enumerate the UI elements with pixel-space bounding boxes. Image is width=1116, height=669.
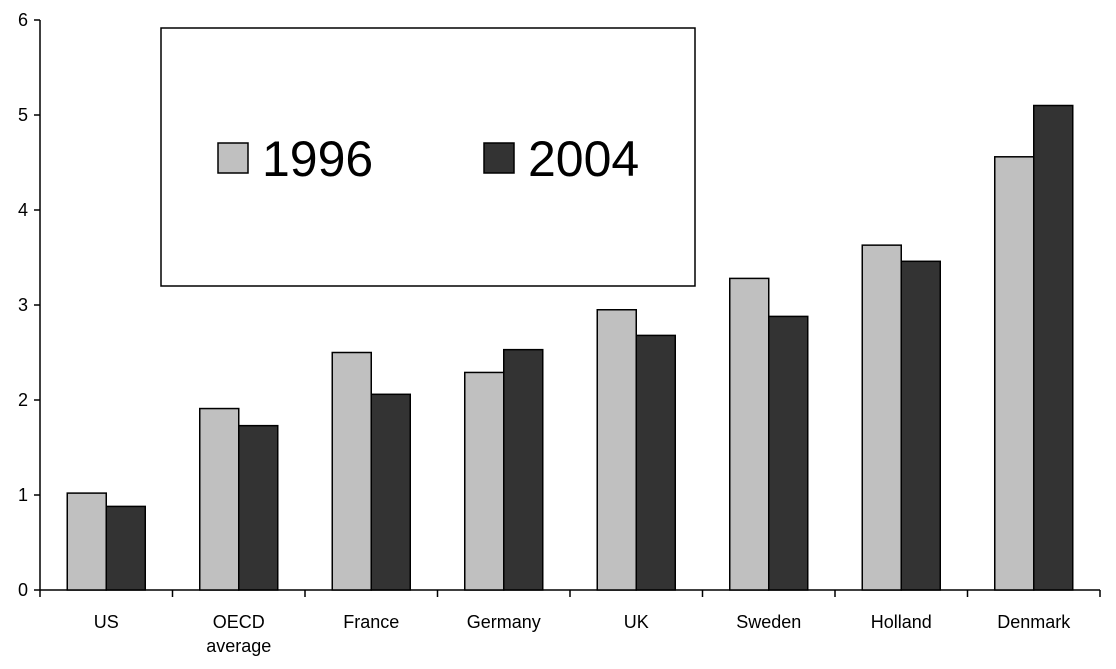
bar-2004 <box>1033 104 1074 591</box>
legend-label-1996: 1996 <box>262 131 373 187</box>
x-tick-label: Sweden <box>736 612 801 632</box>
bars <box>66 104 1074 591</box>
x-tick-label: Germany <box>467 612 541 632</box>
y-tick-label: 2 <box>18 390 28 410</box>
bar-2004 <box>105 505 146 591</box>
legend: 1996 2004 <box>160 27 696 287</box>
x-tick-label: US <box>94 612 119 632</box>
y-tick-label: 4 <box>18 200 28 220</box>
y-tick-label: 5 <box>18 105 28 125</box>
legend-label-2004: 2004 <box>528 131 639 187</box>
bar-1996 <box>199 407 240 591</box>
bar-1996 <box>729 277 770 591</box>
bar-2004 <box>370 393 411 591</box>
y-tick-label: 6 <box>18 10 28 30</box>
x-tick-label: Holland <box>871 612 932 632</box>
bar-2004 <box>900 260 941 591</box>
bar-1996 <box>861 244 902 591</box>
bar-2004 <box>768 315 809 591</box>
x-tick-label: average <box>206 636 271 656</box>
x-tick-label: UK <box>624 612 649 632</box>
bar-1996 <box>331 351 372 591</box>
bar-2004 <box>503 348 544 591</box>
bar-1996 <box>464 371 505 591</box>
legend-swatch-1996 <box>217 142 249 174</box>
y-tick-label: 3 <box>18 295 28 315</box>
x-tick-label: France <box>343 612 399 632</box>
legend-box <box>160 27 696 287</box>
x-tick-label: OECD <box>213 612 265 632</box>
x-tick-label: Denmark <box>997 612 1071 632</box>
bar-1996 <box>66 492 107 591</box>
y-tick-label: 0 <box>18 580 28 600</box>
y-tick-label: 1 <box>18 485 28 505</box>
y-tick-labels: 0 1 2 3 4 5 6 <box>18 10 28 600</box>
x-tick-labels: US OECD average France Germany UK Sweden Hollan… <box>94 612 1072 656</box>
bar-2004 <box>635 334 676 591</box>
legend-swatch-2004 <box>483 142 515 174</box>
bar-2004 <box>238 424 279 591</box>
bar-1996 <box>596 309 637 591</box>
bar-1996 <box>994 156 1035 591</box>
